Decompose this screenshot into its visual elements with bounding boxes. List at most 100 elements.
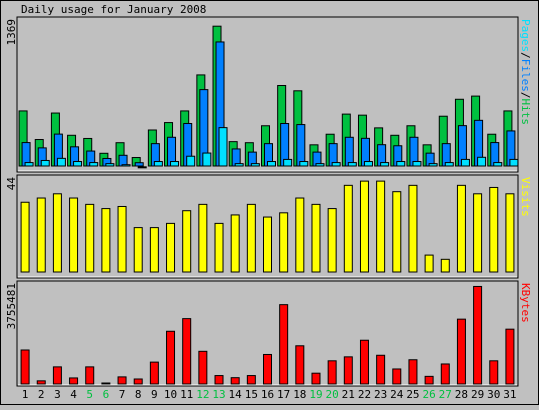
bar-kbytes-kbytes-day-2 xyxy=(36,380,46,385)
bar-visits-visits-day-3 xyxy=(52,193,62,273)
bar-hits-files-pages-files-day-21 xyxy=(344,136,354,167)
legend-part-hits-files-pages-4: Hits xyxy=(519,99,532,126)
x-tick-label-day-17: 17 xyxy=(277,388,290,401)
bar-kbytes-kbytes-day-10 xyxy=(166,330,176,385)
bar-kbytes-kbytes-day-16 xyxy=(263,353,272,385)
bar-visits-visits-day-1 xyxy=(20,201,30,273)
bar-kbytes-kbytes-day-5 xyxy=(85,366,95,385)
bar-visits-visits-day-18 xyxy=(295,197,305,273)
legend-part-kbytes-0: KBytes xyxy=(519,283,532,323)
x-tick-label-day-1: 1 xyxy=(22,388,29,401)
legend-part-hits-files-pages-1: / xyxy=(519,52,532,59)
x-tick-label-day-25: 25 xyxy=(406,388,419,401)
bar-kbytes-kbytes-day-1 xyxy=(20,349,30,385)
bar-hits-files-pages-pages-day-21 xyxy=(347,162,357,167)
panel-frame-visits xyxy=(16,174,519,279)
bar-kbytes-kbytes-day-28 xyxy=(456,318,466,385)
bar-hits-files-pages-pages-day-9 xyxy=(153,161,163,167)
x-tick-label-day-12: 12 xyxy=(196,388,209,401)
bar-visits-visits-day-5 xyxy=(85,203,95,273)
bar-kbytes-kbytes-day-9 xyxy=(149,361,159,385)
bar-hits-files-pages-pages-day-19 xyxy=(315,163,325,167)
bar-kbytes-kbytes-day-26 xyxy=(424,375,434,385)
bar-hits-files-pages-pages-day-24 xyxy=(396,161,406,167)
bar-visits-visits-day-10 xyxy=(166,222,176,273)
bar-visits-visits-day-12 xyxy=(198,203,208,273)
panel-frame-kbytes xyxy=(16,280,519,387)
bar-hits-files-pages-pages-day-10 xyxy=(170,161,180,167)
bar-kbytes-kbytes-day-13 xyxy=(214,375,224,385)
bar-visits-visits-day-2 xyxy=(36,197,46,273)
bar-hits-files-pages-files-day-8 xyxy=(134,162,144,167)
x-tick-label-day-16: 16 xyxy=(261,388,274,401)
bar-visits-visits-day-16 xyxy=(263,216,272,273)
bar-visits-visits-day-4 xyxy=(69,197,79,273)
bar-hits-files-pages-pages-day-7 xyxy=(121,164,131,167)
x-tick-label-day-24: 24 xyxy=(390,388,404,401)
bar-visits-visits-day-19 xyxy=(311,203,321,273)
bar-kbytes-kbytes-day-6 xyxy=(101,382,111,385)
bar-kbytes-kbytes-day-19 xyxy=(311,372,321,385)
legend-label-kbytes: KBytes xyxy=(519,283,532,323)
x-tick-label-day-30: 30 xyxy=(487,388,500,401)
bar-hits-files-pages-pages-day-23 xyxy=(380,162,390,167)
x-tick-label-day-23: 23 xyxy=(374,388,387,401)
bar-kbytes-kbytes-day-21 xyxy=(343,356,353,385)
bar-kbytes-kbytes-day-3 xyxy=(52,366,62,385)
bar-kbytes-kbytes-day-15 xyxy=(246,375,256,385)
x-tick-label-day-8: 8 xyxy=(135,388,142,401)
bar-visits-visits-day-21 xyxy=(343,184,353,273)
bar-hits-files-pages-pages-day-12 xyxy=(202,152,212,167)
x-tick-label-day-7: 7 xyxy=(119,388,126,401)
x-tick-label-day-14: 14 xyxy=(229,388,243,401)
x-tick-label-day-18: 18 xyxy=(293,388,306,401)
x-tick-label-day-31: 31 xyxy=(503,388,516,401)
bar-visits-visits-day-24 xyxy=(392,191,402,273)
bar-hits-files-pages-pages-day-11 xyxy=(186,155,196,167)
x-tick-label-day-29: 29 xyxy=(471,388,484,401)
bar-hits-files-pages-pages-day-6 xyxy=(105,163,115,167)
bar-kbytes-kbytes-day-14 xyxy=(230,377,240,385)
bar-hits-files-pages-pages-day-18 xyxy=(299,161,309,167)
bar-visits-visits-day-15 xyxy=(246,203,256,273)
bar-hits-files-pages-files-day-18 xyxy=(296,124,306,167)
bar-kbytes-kbytes-day-7 xyxy=(117,376,127,385)
bar-visits-visits-day-6 xyxy=(101,208,111,273)
bar-hits-files-pages-pages-day-3 xyxy=(56,157,66,167)
bar-hits-files-pages-pages-day-31 xyxy=(509,158,519,167)
bar-kbytes-kbytes-day-20 xyxy=(327,360,337,385)
bar-visits-visits-day-28 xyxy=(456,184,466,273)
x-tick-label-day-4: 4 xyxy=(70,388,77,401)
bar-kbytes-kbytes-day-27 xyxy=(440,363,450,385)
bar-hits-files-pages-pages-day-15 xyxy=(250,163,260,167)
legend-part-hits-files-pages-0: Pages xyxy=(519,19,532,52)
bar-visits-visits-day-13 xyxy=(214,222,224,273)
bar-kbytes-kbytes-day-31 xyxy=(505,328,515,385)
chart-title: Daily usage for January 2008 xyxy=(21,3,206,16)
bar-hits-files-pages-pages-day-4 xyxy=(73,161,83,167)
bar-hits-files-pages-pages-day-8 xyxy=(137,166,147,169)
x-tick-label-day-5: 5 xyxy=(86,388,93,401)
bar-kbytes-kbytes-day-30 xyxy=(489,360,499,385)
x-tick-label-day-20: 20 xyxy=(326,388,339,401)
bar-hits-files-pages-pages-day-30 xyxy=(493,162,503,167)
x-tick-label-day-2: 2 xyxy=(38,388,45,401)
bar-hits-files-pages-pages-day-1 xyxy=(24,162,34,167)
legend-label-hits-files-pages: Pages/Files/Hits xyxy=(519,19,532,125)
bar-hits-files-pages-pages-day-22 xyxy=(363,161,373,167)
bar-visits-visits-day-25 xyxy=(408,184,418,273)
x-tick-label-day-22: 22 xyxy=(358,388,371,401)
bar-visits-visits-day-23 xyxy=(376,180,386,273)
bar-visits-visits-day-22 xyxy=(359,180,369,273)
bar-kbytes-kbytes-day-8 xyxy=(133,378,143,385)
bar-hits-files-pages-pages-day-25 xyxy=(412,161,422,167)
x-tick-label-day-26: 26 xyxy=(422,388,435,401)
bar-hits-files-pages-pages-day-26 xyxy=(428,163,438,167)
bar-visits-visits-day-7 xyxy=(117,205,127,273)
bar-visits-visits-day-11 xyxy=(182,210,192,273)
bar-visits-visits-day-14 xyxy=(230,214,240,273)
x-tick-label-day-3: 3 xyxy=(54,388,61,401)
legend-part-visits-0: Visits xyxy=(519,177,532,217)
bar-visits-visits-day-9 xyxy=(149,227,159,273)
